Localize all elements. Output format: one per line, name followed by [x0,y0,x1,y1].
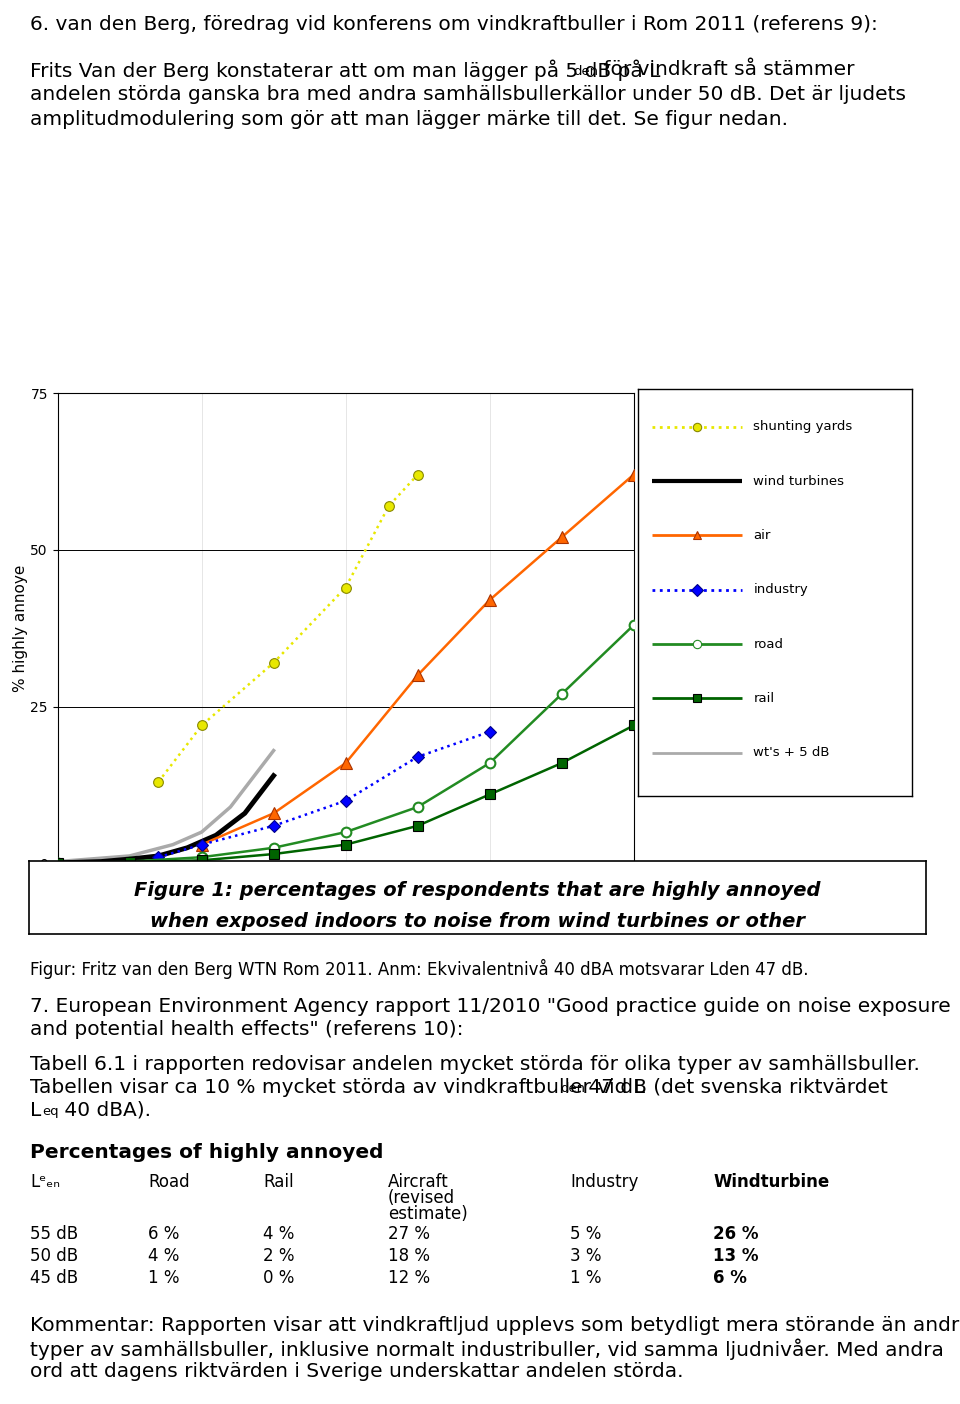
Text: air: air [754,529,771,542]
Text: Industry: Industry [570,1172,638,1191]
Text: 4 %: 4 % [148,1247,180,1265]
Text: 5 %: 5 % [570,1224,601,1243]
Text: 27 %: 27 % [388,1224,430,1243]
Text: ord att dagens riktvärden i Sverige underskattar andelen störda.: ord att dagens riktvärden i Sverige unde… [30,1362,684,1382]
Text: 6. van den Berg, föredrag vid konferens om vindkraftbuller i Rom 2011 (referens : 6. van den Berg, föredrag vid konferens … [30,15,877,34]
Text: 18 %: 18 % [388,1247,430,1265]
Text: den: den [560,1082,585,1095]
Text: industry: industry [754,583,808,597]
Text: estimate): estimate) [388,1205,468,1223]
Y-axis label: % highly annoye: % highly annoye [12,564,28,692]
Text: 4 %: 4 % [263,1224,295,1243]
Text: shunting yards: shunting yards [754,420,852,434]
Text: L: L [30,1101,41,1120]
Text: Rail: Rail [263,1172,294,1191]
Text: 1 %: 1 % [148,1269,180,1287]
Text: Percentages of highly annoyed: Percentages of highly annoyed [30,1143,383,1163]
Text: 47 dB (det svenska riktvärdet: 47 dB (det svenska riktvärdet [582,1078,888,1097]
Text: Road: Road [148,1172,190,1191]
Text: road: road [754,637,783,650]
Text: 2 %: 2 % [263,1247,295,1265]
Text: Tabellen visar ca 10 % mycket störda av vindkraftbuller vid L: Tabellen visar ca 10 % mycket störda av … [30,1078,645,1097]
Text: Lᵉₑₙ: Lᵉₑₙ [30,1172,60,1191]
Text: Frits Van der Berg konstaterar att om man lägger på 5 dB på L: Frits Van der Berg konstaterar att om ma… [30,60,660,81]
Text: den: den [573,65,598,77]
Text: 50 dB: 50 dB [30,1247,78,1265]
Text: and potential health effects" (referens 10):: and potential health effects" (referens … [30,1019,464,1039]
Text: andelen störda ganska bra med andra samhällsbullerkällor under 50 dB. Det är lju: andelen störda ganska bra med andra samh… [30,84,906,104]
Text: amplitudmodulering som gör att man lägger märke till det. Se figur nedan.: amplitudmodulering som gör att man lägge… [30,110,788,129]
Text: 6 %: 6 % [713,1269,747,1287]
Text: wind turbines: wind turbines [754,475,844,487]
Text: 40 dBA).: 40 dBA). [58,1101,151,1120]
Text: för vindkraft så stämmer: för vindkraft så stämmer [597,60,854,79]
Text: Aircraft: Aircraft [388,1172,448,1191]
Text: 45 dB: 45 dB [30,1269,78,1287]
Text: (revised: (revised [388,1189,455,1207]
Text: when exposed indoors to noise from wind turbines or other: when exposed indoors to noise from wind … [150,911,805,931]
Text: 55 dB: 55 dB [30,1224,78,1243]
Text: 7. European Environment Agency rapport 11/2010 "Good practice guide on noise exp: 7. European Environment Agency rapport 1… [30,997,950,1015]
Text: 12 %: 12 % [388,1269,430,1287]
Text: Figure 1: percentages of respondents that are highly annoyed: Figure 1: percentages of respondents tha… [134,882,821,900]
Text: 13 %: 13 % [713,1247,758,1265]
Text: rail: rail [754,692,775,705]
Text: 6 %: 6 % [148,1224,180,1243]
Text: wt's + 5 dB: wt's + 5 dB [754,746,829,760]
Text: 26 %: 26 % [713,1224,758,1243]
Text: Figur: Fritz van den Berg WTN Rom 2011. Anm: Ekvivalentnivå 40 dBA motsvarar Lde: Figur: Fritz van den Berg WTN Rom 2011. … [30,959,808,979]
Text: Kommentar: Rapporten visar att vindkraftljud upplevs som betydligt mera störande: Kommentar: Rapporten visar att vindkraft… [30,1316,960,1335]
Text: 0 %: 0 % [263,1269,295,1287]
X-axis label: Lden in dB(A): Lden in dB(A) [294,893,397,908]
Text: 3 %: 3 % [570,1247,602,1265]
Text: Windturbine: Windturbine [713,1172,829,1191]
Text: typer av samhällsbuller, inklusive normalt industribuller, vid samma ljudnivåer.: typer av samhällsbuller, inklusive norma… [30,1339,944,1360]
Text: Tabell 6.1 i rapporten redovisar andelen mycket störda för olika typer av samhäl: Tabell 6.1 i rapporten redovisar andelen… [30,1054,920,1074]
Text: eq: eq [42,1105,59,1118]
Text: 1 %: 1 % [570,1269,602,1287]
